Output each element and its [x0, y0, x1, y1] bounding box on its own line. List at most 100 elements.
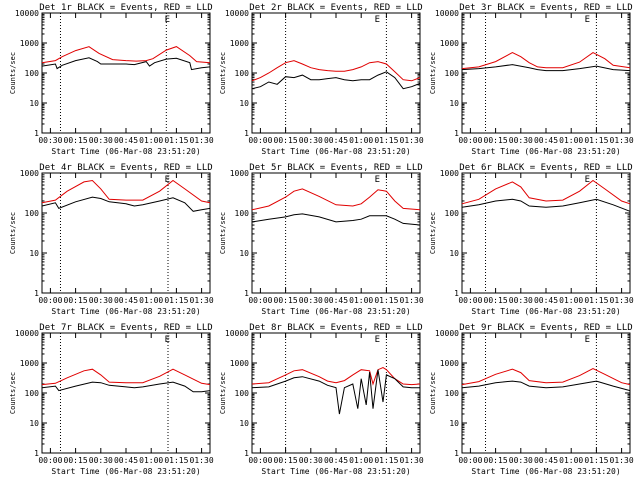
x-tick-label: 00:30 [89, 456, 113, 465]
x-tick-label: 01:00 [349, 136, 373, 145]
y-axis-label: Counts/sec [9, 212, 17, 254]
x-tick-label: 01:00 [139, 456, 163, 465]
x-tick-label: 00:00 [248, 136, 272, 145]
x-tick-label: 00:15 [484, 456, 508, 465]
x-tick-label: 01:15 [164, 296, 188, 305]
y-tick-label: 1000 [230, 39, 249, 48]
plot-frame [41, 12, 211, 134]
legend-glyph: E [375, 175, 380, 185]
series-line-events [41, 196, 211, 212]
x-tick-label: 01:30 [610, 136, 634, 145]
y-tick-label: 1000 [20, 39, 39, 48]
y-tick-label: 10 [449, 419, 459, 428]
y-tick-label: 10000 [225, 329, 249, 338]
y-axis-label: Counts/sec [429, 212, 437, 254]
y-tick-label: 100 [25, 209, 40, 218]
chart-title: Det 8r BLACK = Events, RED = LLD [249, 323, 422, 333]
x-axis-label: Start Time (06-Mar-08 23:51:20) [51, 147, 200, 156]
plot-frame [461, 172, 631, 294]
y-tick-label: 1000 [440, 359, 459, 368]
plot-frame [41, 332, 211, 454]
plot-frame [251, 172, 421, 294]
x-tick-label: 00:30 [509, 296, 533, 305]
y-tick-label: 10 [29, 419, 39, 428]
series-line-lld [461, 52, 631, 70]
y-tick-label: 10 [239, 99, 249, 108]
chart-panel-6: Det 6r BLACK = Events, RED = LLD 1 10 100 10… [429, 163, 634, 316]
plot-frame [251, 12, 421, 134]
x-tick-label: 01:30 [190, 136, 214, 145]
x-tick-label: 00:00 [38, 456, 62, 465]
series-line-lld [41, 179, 211, 204]
plot-frame [461, 332, 631, 454]
x-tick-label: 01:15 [374, 136, 398, 145]
x-tick-label: 01:15 [164, 456, 188, 465]
y-tick-label: 1 [244, 129, 249, 138]
y-tick-label: 10 [449, 99, 459, 108]
x-tick-label: 00:45 [114, 456, 138, 465]
series-line-events [461, 380, 631, 392]
chart-title: Det 1r BLACK = Events, RED = LLD [39, 3, 212, 13]
y-tick-label: 1000 [230, 359, 249, 368]
x-tick-label: 00:00 [38, 296, 62, 305]
x-tick-label: 00:30 [299, 456, 323, 465]
series-line-events [461, 198, 631, 212]
legend-glyph: E [165, 175, 170, 185]
y-tick-label: 1 [244, 289, 249, 298]
series-line-events [461, 64, 631, 72]
x-tick-label: 00:00 [248, 296, 272, 305]
x-tick-label: 00:45 [114, 136, 138, 145]
x-tick-label: 01:15 [164, 136, 188, 145]
chart-title: Det 2r BLACK = Events, RED = LLD [249, 3, 422, 13]
x-tick-label: 00:00 [458, 456, 482, 465]
series-line-lld [251, 188, 421, 211]
y-tick-label: 1 [34, 449, 39, 458]
y-tick-label: 1 [454, 289, 459, 298]
x-tick-label: 01:30 [610, 296, 634, 305]
x-tick-label: 00:30 [89, 136, 113, 145]
series-line-lld [461, 368, 631, 386]
x-tick-label: 00:15 [274, 296, 298, 305]
plot-frame [251, 332, 421, 454]
chart-panel-1: Det 1r BLACK = Events, RED = LLD 1 10 100 10… [9, 3, 214, 156]
x-tick-label: 01:30 [400, 296, 424, 305]
x-tick-label: 01:00 [349, 296, 373, 305]
y-tick-label: 1 [34, 129, 39, 138]
x-tick-label: 01:15 [584, 296, 608, 305]
chart-panel-9: Det 9r BLACK = Events, RED = LLD 1 10 100 10… [429, 323, 634, 476]
x-axis-label: Start Time (06-Mar-08 23:51:20) [471, 147, 620, 156]
x-tick-label: 01:15 [374, 296, 398, 305]
chart-panel-8: Det 8r BLACK = Events, RED = LLD 1 10 100 10… [219, 323, 424, 476]
plot-frame [461, 12, 631, 134]
x-tick-label: 00:15 [64, 296, 88, 305]
y-tick-label: 100 [235, 69, 250, 78]
chart-panel-2: Det 2r BLACK = Events, RED = LLD 1 10 100 10… [219, 3, 424, 156]
y-tick-label: 10 [29, 249, 39, 258]
y-tick-label: 1000 [230, 169, 249, 178]
x-tick-label: 01:00 [349, 456, 373, 465]
x-tick-label: 00:15 [484, 296, 508, 305]
x-tick-label: 00:15 [274, 456, 298, 465]
x-tick-label: 00:45 [534, 456, 558, 465]
x-tick-label: 00:45 [324, 456, 348, 465]
x-tick-label: 00:45 [534, 136, 558, 145]
chart-title: Det 3r BLACK = Events, RED = LLD [459, 3, 632, 13]
legend-glyph: E [165, 15, 170, 25]
series-line-lld [41, 368, 211, 386]
x-tick-label: 01:00 [139, 296, 163, 305]
chart-title: Det 4r BLACK = Events, RED = LLD [39, 163, 212, 173]
y-axis-label: Counts/sec [429, 372, 437, 414]
series-line-events [251, 71, 421, 90]
y-tick-label: 10000 [225, 9, 249, 18]
x-axis-label: Start Time (06-Mar-08 23:51:20) [471, 467, 620, 476]
x-tick-label: 01:30 [610, 456, 634, 465]
x-axis-label: Start Time (06-Mar-08 23:51:20) [261, 467, 410, 476]
x-axis-label: Start Time (06-Mar-08 23:51:20) [261, 307, 410, 316]
y-tick-label: 1 [454, 449, 459, 458]
x-axis-label: Start Time (06-Mar-08 23:51:20) [471, 307, 620, 316]
x-tick-label: 01:00 [559, 296, 583, 305]
x-tick-label: 00:30 [509, 136, 533, 145]
x-axis-label: Start Time (06-Mar-08 23:51:20) [51, 467, 200, 476]
y-axis-label: Counts/sec [9, 372, 17, 414]
